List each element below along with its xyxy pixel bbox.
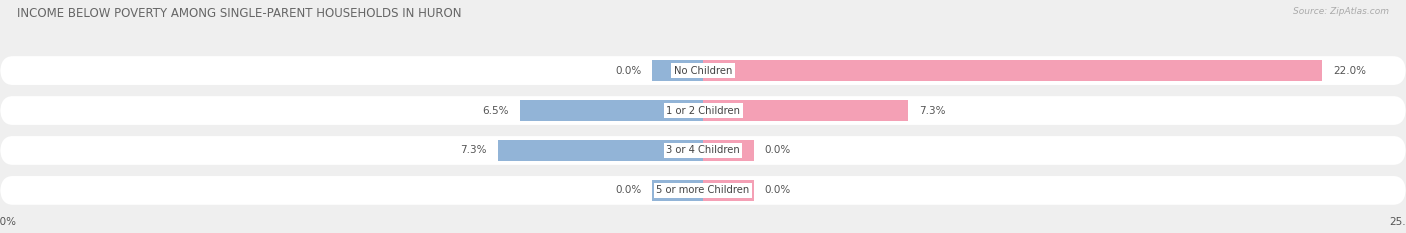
Bar xyxy=(520,100,703,121)
Text: 6.5%: 6.5% xyxy=(482,106,509,116)
Text: 22.0%: 22.0% xyxy=(1333,65,1365,75)
Text: INCOME BELOW POVERTY AMONG SINGLE-PARENT HOUSEHOLDS IN HURON: INCOME BELOW POVERTY AMONG SINGLE-PARENT… xyxy=(17,7,461,20)
Text: 7.3%: 7.3% xyxy=(920,106,946,116)
Bar xyxy=(703,100,908,121)
Text: 0.0%: 0.0% xyxy=(614,65,641,75)
Text: 5 or more Children: 5 or more Children xyxy=(657,185,749,195)
FancyBboxPatch shape xyxy=(0,136,1406,165)
Text: 1 or 2 Children: 1 or 2 Children xyxy=(666,106,740,116)
Text: 0.0%: 0.0% xyxy=(765,145,792,155)
Text: 3 or 4 Children: 3 or 4 Children xyxy=(666,145,740,155)
Bar xyxy=(498,140,703,161)
Text: No Children: No Children xyxy=(673,65,733,75)
Text: 0.0%: 0.0% xyxy=(614,185,641,195)
Bar xyxy=(652,60,703,81)
Text: 0.0%: 0.0% xyxy=(765,185,792,195)
Text: 7.3%: 7.3% xyxy=(460,145,486,155)
Bar xyxy=(703,60,1322,81)
Bar xyxy=(703,140,754,161)
FancyBboxPatch shape xyxy=(0,176,1406,205)
Text: Source: ZipAtlas.com: Source: ZipAtlas.com xyxy=(1294,7,1389,16)
FancyBboxPatch shape xyxy=(0,96,1406,125)
Bar xyxy=(652,180,703,201)
FancyBboxPatch shape xyxy=(0,56,1406,85)
Bar xyxy=(703,180,754,201)
